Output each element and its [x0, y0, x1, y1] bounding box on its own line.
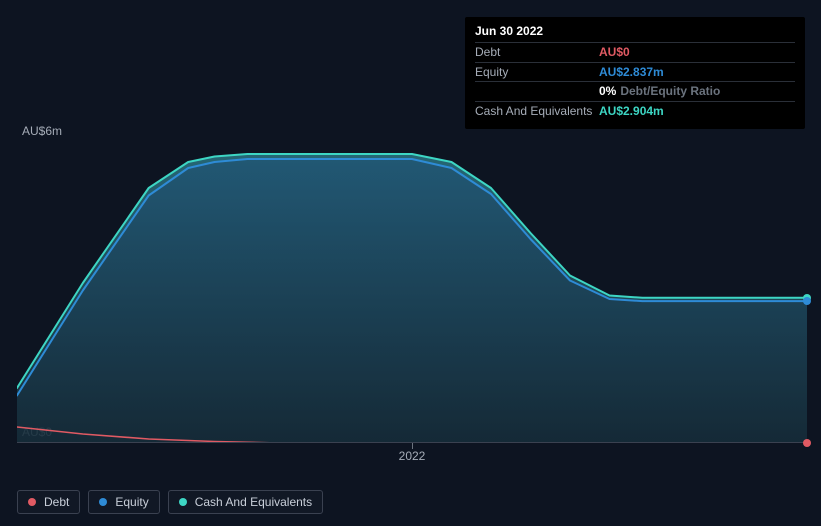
legend-label: Debt	[44, 495, 69, 509]
endpoint-equity	[803, 297, 811, 305]
tooltip-row: Cash And EquivalentsAU$2.904m	[475, 101, 795, 121]
y-axis-top-label: AU$6m	[22, 124, 62, 138]
legend-item-debt[interactable]: Debt	[17, 490, 80, 514]
legend-dot-icon	[179, 498, 187, 506]
tooltip-row-value: AU$2.837m	[599, 64, 664, 81]
chart-svg	[17, 143, 807, 443]
tooltip-row: 0%Debt/Equity Ratio	[475, 81, 795, 101]
tooltip-row-value: 0%	[599, 83, 616, 100]
tooltip-row: DebtAU$0	[475, 42, 795, 62]
legend-label: Cash And Equivalents	[195, 495, 312, 509]
legend-item-cash[interactable]: Cash And Equivalents	[168, 490, 323, 514]
endpoint-debt	[803, 439, 811, 447]
chart-plot-area[interactable]	[17, 143, 807, 443]
x-axis-label: 2022	[399, 449, 426, 463]
legend-dot-icon	[28, 498, 36, 506]
tooltip-row: EquityAU$2.837m	[475, 62, 795, 82]
tooltip-row-label: Debt	[475, 44, 599, 61]
legend-dot-icon	[99, 498, 107, 506]
chart-container: Jun 30 2022 DebtAU$0EquityAU$2.837m0%Deb…	[0, 0, 821, 526]
tooltip-row-label	[475, 83, 599, 100]
tooltip-row-label: Cash And Equivalents	[475, 103, 599, 120]
tooltip-row-sublabel: Debt/Equity Ratio	[620, 83, 720, 100]
tooltip-row-value: AU$0	[599, 44, 630, 61]
tooltip-row-label: Equity	[475, 64, 599, 81]
legend-label: Equity	[115, 495, 148, 509]
tooltip-date: Jun 30 2022	[475, 23, 795, 42]
hover-tooltip: Jun 30 2022 DebtAU$0EquityAU$2.837m0%Deb…	[465, 17, 805, 129]
legend: Debt Equity Cash And Equivalents	[17, 490, 323, 514]
tooltip-row-value: AU$2.904m	[599, 103, 664, 120]
legend-item-equity[interactable]: Equity	[88, 490, 159, 514]
